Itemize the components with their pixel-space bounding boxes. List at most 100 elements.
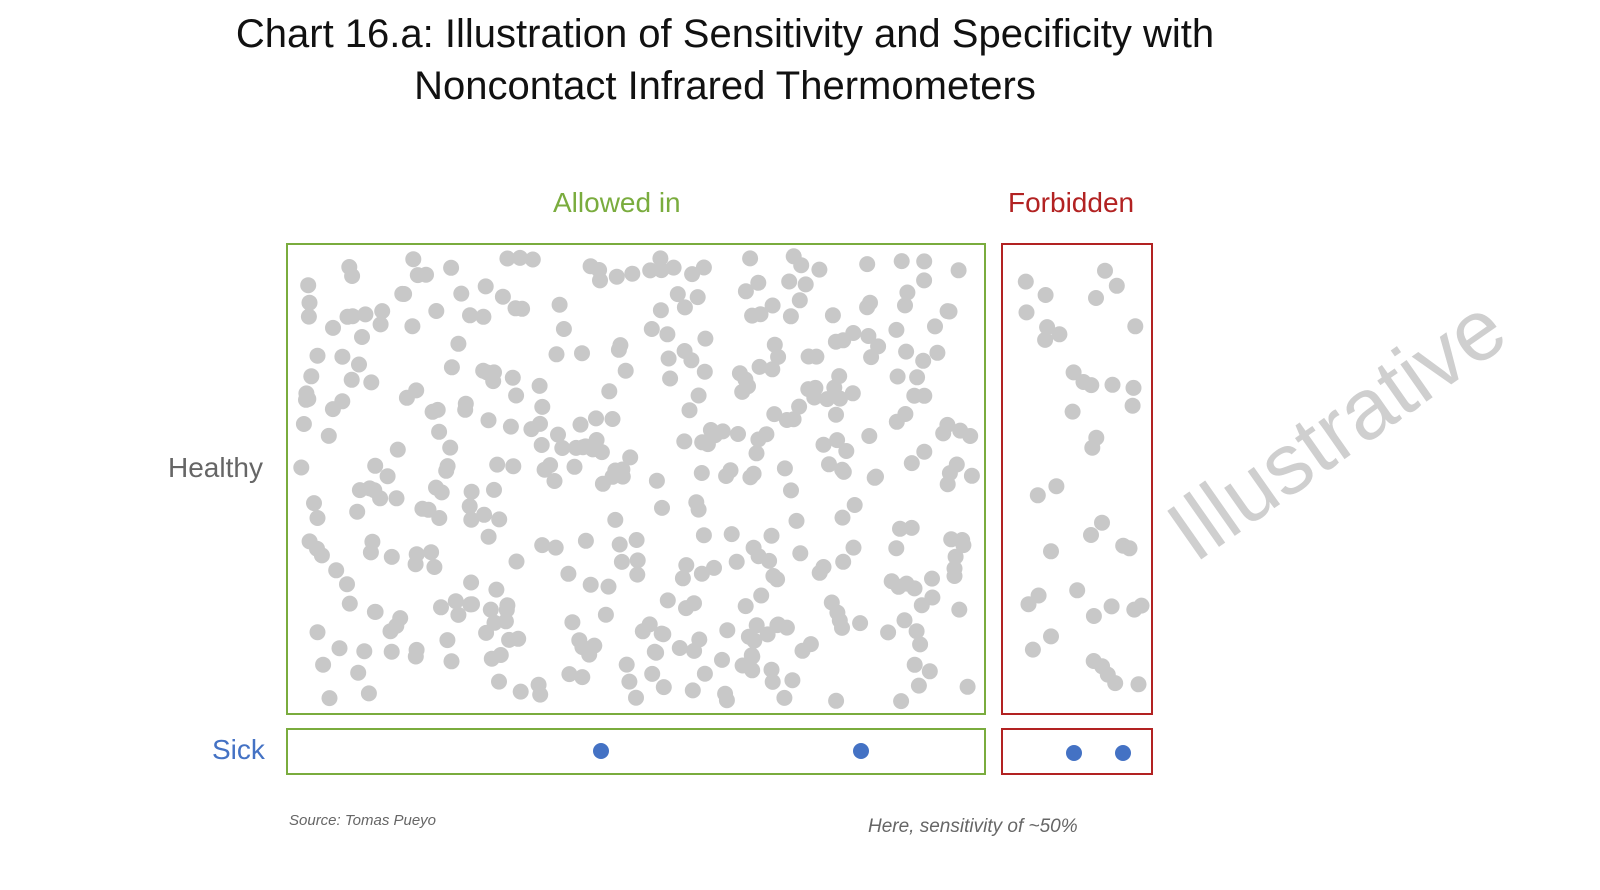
chart-title-line-2: Noncontact Infrared Thermometers [414,64,1036,108]
healthy-forbidden-dot [1124,397,1141,414]
healthy-allowed-dot [464,596,480,613]
healthy-allowed-dot [409,267,426,284]
healthy-allowed-dot [714,423,731,440]
healthy-forbidden-dot [1133,597,1150,614]
healthy-allowed-dot [671,640,688,656]
healthy-allowed-dot [628,532,645,548]
healthy-allowed-dot [433,484,450,501]
healthy-allowed-dot [652,302,669,319]
healthy-allowed-dot [588,410,604,427]
healthy-allowed-dot [927,318,943,335]
healthy-allowed-dot [759,626,776,643]
healthy-allowed-dot [706,559,722,576]
healthy-allowed-dot [722,462,739,479]
healthy-allowed-dot [730,426,746,442]
healthy-allowed-dot [791,292,808,309]
healthy-allowed-dot [737,371,754,388]
healthy-allowed-dot [612,337,629,354]
healthy-allowed-dot [508,553,525,570]
healthy-allowed-dot [963,467,980,484]
healthy-allowed-dot [740,628,757,645]
healthy-allowed-dot [717,685,734,702]
healthy-allowed-dot [686,595,702,612]
healthy-allowed-dot [662,370,679,387]
healthy-allowed-dot [893,253,910,270]
healthy-allowed-dot [331,640,348,657]
healthy-allowed-dot [883,573,900,590]
healthy-allowed-dot [915,352,932,369]
healthy-allowed-dot [770,348,787,365]
healthy-allowed-dot [753,587,770,604]
healthy-allowed-dot [744,307,761,324]
healthy-allowed-dot [494,288,511,305]
healthy-allowed-dot [328,562,345,579]
healthy-allowed-dot [750,431,767,448]
healthy-allowed-dot [748,445,765,462]
healthy-allowed-dot [846,497,863,513]
healthy-allowed-dot [461,498,478,515]
healthy-forbidden-dot [1088,290,1104,306]
sick-forbidden-dot [1066,745,1082,761]
healthy-allowed-dot [439,632,456,649]
healthy-allowed-dot [533,437,550,453]
healthy-forbidden-dot [1043,628,1059,645]
healthy-allowed-dot [690,387,707,404]
healthy-allowed-dot [488,581,505,598]
healthy-allowed-dot [748,617,765,634]
healthy-allowed-dot [921,663,938,680]
healthy-forbidden-dot [1065,364,1082,381]
healthy-allowed-dot [364,533,381,550]
healthy-allowed-dot [697,330,714,347]
row-label-healthy: Healthy [168,452,263,483]
healthy-allowed-dot [815,436,832,453]
healthy-allowed-dot [315,656,332,673]
healthy-allowed-dot [524,251,541,268]
healthy-allowed-dot [414,500,431,517]
healthy-allowed-dot [906,656,923,673]
healthy-allowed-dot [482,601,499,618]
healthy-allowed-dot [442,439,459,456]
healthy-allowed-dot [763,661,780,678]
healthy-allowed-dot [325,319,341,336]
healthy-allowed-dot [678,557,695,574]
healthy-allowed-dot [450,335,467,352]
healthy-allowed-dot [300,277,317,294]
healthy-allowed-dot [693,465,710,481]
healthy-allowed-dot [859,256,876,273]
healthy-allowed-dot [309,624,326,641]
healthy-allowed-dot [547,539,564,556]
healthy-allowed-dot [293,459,310,476]
healthy-allowed-dot [574,345,590,362]
healthy-allowed-dot [622,449,639,466]
healthy-forbidden-dot [1130,676,1147,693]
healthy-allowed-dot [824,307,841,324]
healthy-allowed-dot [828,406,844,423]
healthy-allowed-dot [676,343,693,359]
healthy-allowed-dot [566,458,583,475]
healthy-allowed-dot [450,606,467,623]
healthy-allowed-dot [835,553,852,570]
healthy-allowed-dot [744,648,761,665]
allowed-healthy-box [286,243,986,715]
healthy-allowed-dot [426,559,443,575]
healthy-allowed-dot [591,262,608,278]
healthy-allowed-dot [295,416,312,432]
healthy-allowed-dot [751,358,768,375]
chart-title-line-1: Chart 16.a: Illustration of Sensitivity … [235,12,1215,56]
healthy-allowed-dot [676,299,693,316]
healthy-allowed-dot [604,411,621,427]
healthy-allowed-dot [644,665,661,682]
healthy-allowed-dot [301,294,318,311]
healthy-allowed-dot [498,601,515,618]
forbidden-sick-box [1001,728,1153,775]
healthy-forbidden-dot [1018,304,1035,321]
healthy-allowed-dot [349,503,366,520]
healthy-allowed-dot [695,259,712,276]
sick-allowed-dot [853,743,869,759]
forbidden-healthy-box [1001,243,1153,715]
allowed-sick-box [286,728,986,775]
healthy-allowed-dot [845,539,862,556]
healthy-allowed-dot [888,321,905,338]
healthy-allowed-dot [475,308,492,325]
healthy-allowed-dot [674,570,691,587]
